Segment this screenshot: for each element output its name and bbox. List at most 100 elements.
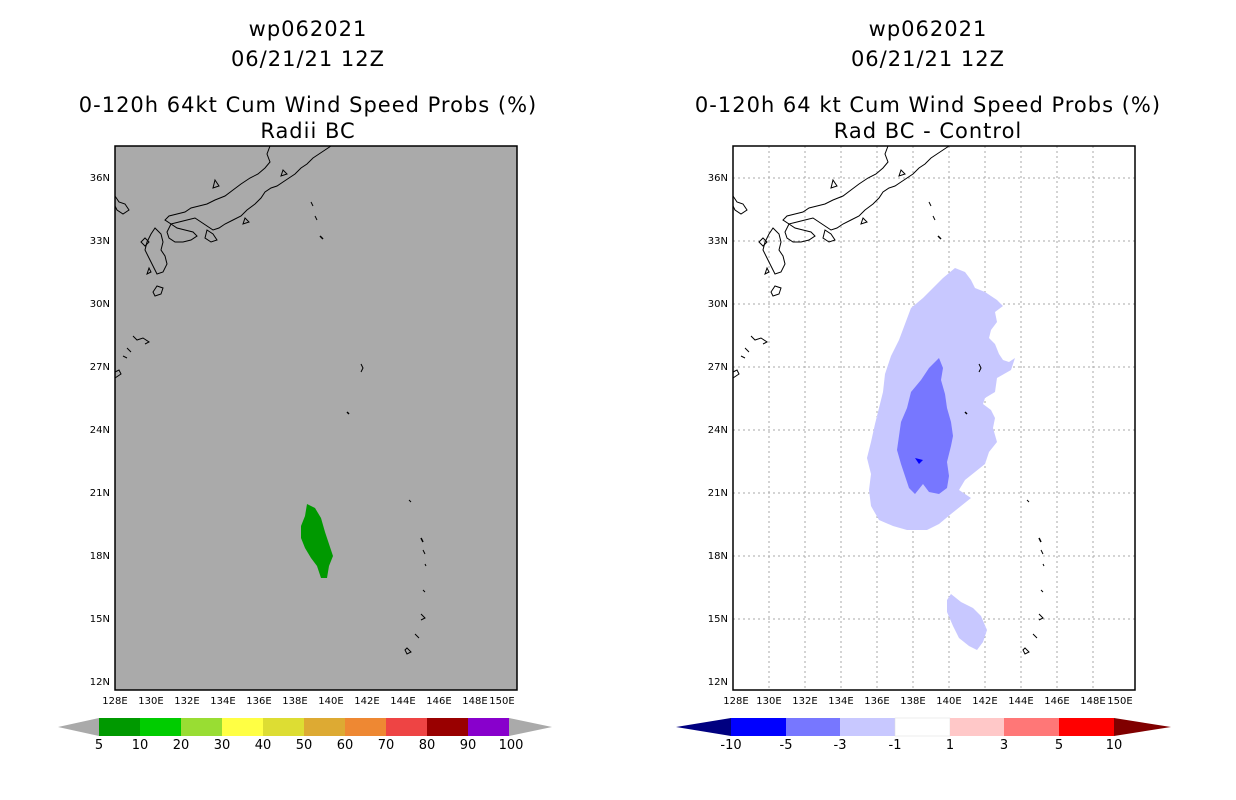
right-lat-30N: 30N xyxy=(708,299,728,310)
left-lon-148E: 148E xyxy=(462,696,487,707)
right-lat-27N: 27N xyxy=(708,362,728,373)
right-cb-label: 1 xyxy=(946,738,954,753)
left-lon-144E: 144E xyxy=(390,696,415,707)
left-colorbar-box xyxy=(99,718,140,736)
left-lat-24N: 24N xyxy=(90,425,110,436)
right-lon-130E: 130E xyxy=(756,696,781,707)
right-lat-18N: 18N xyxy=(708,551,728,562)
right-lat-33N: 33N xyxy=(708,236,728,247)
right-lat-axis: 36N 33N 30N 27N 24N 21N 18N 15N 12N xyxy=(708,173,728,688)
left-lon-146E: 146E xyxy=(426,696,451,707)
left-title: wp062021 06/21/21 12Z 0-120h 64kt Cum Wi… xyxy=(58,14,558,146)
left-cb-label: 90 xyxy=(460,738,477,753)
left-colorbar-box xyxy=(345,718,386,736)
left-colorbar-box xyxy=(140,718,181,736)
right-colorbar-box xyxy=(786,718,840,736)
left-cb-label: 40 xyxy=(255,738,272,753)
right-product: 0-120h 64 kt Cum Wind Speed Probs (%) xyxy=(694,93,1162,117)
right-lon-axis: 128E 130E 132E 134E 136E 138E 140E 142E … xyxy=(723,696,1132,707)
right-cb-label: 5 xyxy=(1055,738,1063,753)
right-cb-label: -1 xyxy=(889,738,902,753)
left-lon-130E: 130E xyxy=(138,696,163,707)
left-lat-36N: 36N xyxy=(90,173,110,184)
right-date: 06/21/21 12Z xyxy=(850,47,1006,71)
right-cb-label: 3 xyxy=(1000,738,1008,753)
right-colorbar-box xyxy=(1004,718,1059,736)
left-cb-label: 70 xyxy=(378,738,395,753)
right-lon-138E: 138E xyxy=(900,696,925,707)
right-cb-label: -10 xyxy=(720,738,741,753)
right-lon-142E: 142E xyxy=(972,696,997,707)
left-lon-128E: 128E xyxy=(102,696,127,707)
left-lon-140E: 140E xyxy=(318,696,343,707)
left-cb-label: 30 xyxy=(214,738,231,753)
right-colorbar-lower-arrow xyxy=(676,718,731,736)
right-cb-label: -3 xyxy=(834,738,847,753)
left-lat-33N: 33N xyxy=(90,236,110,247)
right-lat-36N: 36N xyxy=(708,173,728,184)
left-lon-132E: 132E xyxy=(174,696,199,707)
right-colorbar-box xyxy=(1059,718,1114,736)
left-colorbar-box xyxy=(304,718,345,736)
left-cb-label: 50 xyxy=(296,738,313,753)
left-lat-18N: 18N xyxy=(90,551,110,562)
left-colorbar: 5 10 20 30 40 50 60 70 80 90 100 xyxy=(58,718,552,753)
left-colorbar-box xyxy=(427,718,468,736)
right-map-panel xyxy=(732,145,1136,691)
right-title: wp062021 06/21/21 12Z 0-120h 64 kt Cum W… xyxy=(678,14,1178,146)
left-lat-12N: 12N xyxy=(90,677,110,688)
left-cb-label: 80 xyxy=(419,738,436,753)
left-cb-label: 60 xyxy=(337,738,354,753)
right-lon-132E: 132E xyxy=(792,696,817,707)
right-lon-136E: 136E xyxy=(864,696,889,707)
left-lon-axis: 128E 130E 132E 134E 136E 138E 140E 142E … xyxy=(102,696,514,707)
left-lat-27N: 27N xyxy=(90,362,110,373)
right-colorbar-box xyxy=(894,717,951,737)
right-colorbar: -10 -5 -3 -1 1 3 5 10 xyxy=(676,717,1171,753)
right-storm-id: wp062021 xyxy=(868,17,988,41)
left-lon-134E: 134E xyxy=(210,696,235,707)
right-colorbar-box xyxy=(840,718,895,736)
left-map-panel xyxy=(114,145,518,691)
right-diff-area-medium xyxy=(897,358,953,494)
left-subtitle: Radii BC xyxy=(260,119,356,143)
left-colorbar-box xyxy=(222,718,263,736)
right-lat-12N: 12N xyxy=(708,677,728,688)
left-lon-136E: 136E xyxy=(246,696,271,707)
right-lon-140E: 140E xyxy=(936,696,961,707)
left-cb-label: 10 xyxy=(132,738,149,753)
left-lat-15N: 15N xyxy=(90,614,110,625)
right-subtitle: Rad BC - Control xyxy=(833,119,1023,143)
right-diff-area-light-2 xyxy=(947,594,987,650)
left-cb-label: 5 xyxy=(95,738,103,753)
left-lon-138E: 138E xyxy=(282,696,307,707)
right-cb-label: 10 xyxy=(1106,738,1123,753)
right-lat-24N: 24N xyxy=(708,425,728,436)
right-lon-150E: 150E xyxy=(1107,696,1132,707)
left-map-background xyxy=(115,146,517,690)
left-lon-142E: 142E xyxy=(354,696,379,707)
left-colorbar-box xyxy=(263,718,304,736)
left-map-frame xyxy=(114,145,518,691)
left-lon-150E: 150E xyxy=(489,696,514,707)
left-cb-label: 20 xyxy=(173,738,190,753)
left-date: 06/21/21 12Z xyxy=(230,47,386,71)
left-storm-id: wp062021 xyxy=(248,17,368,41)
left-cb-label: 100 xyxy=(499,738,524,753)
right-colorbar-box xyxy=(950,718,1004,736)
left-colorbar-lower-arrow xyxy=(58,718,99,736)
right-map-frame xyxy=(732,145,1136,691)
right-diff-area-dark xyxy=(915,458,923,464)
left-product: 0-120h 64kt Cum Wind Speed Probs (%) xyxy=(78,93,538,117)
right-lon-148E: 148E xyxy=(1080,696,1105,707)
right-lon-146E: 146E xyxy=(1044,696,1069,707)
left-probability-area xyxy=(301,504,333,578)
right-lon-134E: 134E xyxy=(828,696,853,707)
right-colorbar-upper-arrow xyxy=(1114,718,1171,736)
right-lon-144E: 144E xyxy=(1008,696,1033,707)
right-lat-15N: 15N xyxy=(708,614,728,625)
right-cb-label: -5 xyxy=(780,738,793,753)
left-lat-21N: 21N xyxy=(90,488,110,499)
left-lat-30N: 30N xyxy=(90,299,110,310)
